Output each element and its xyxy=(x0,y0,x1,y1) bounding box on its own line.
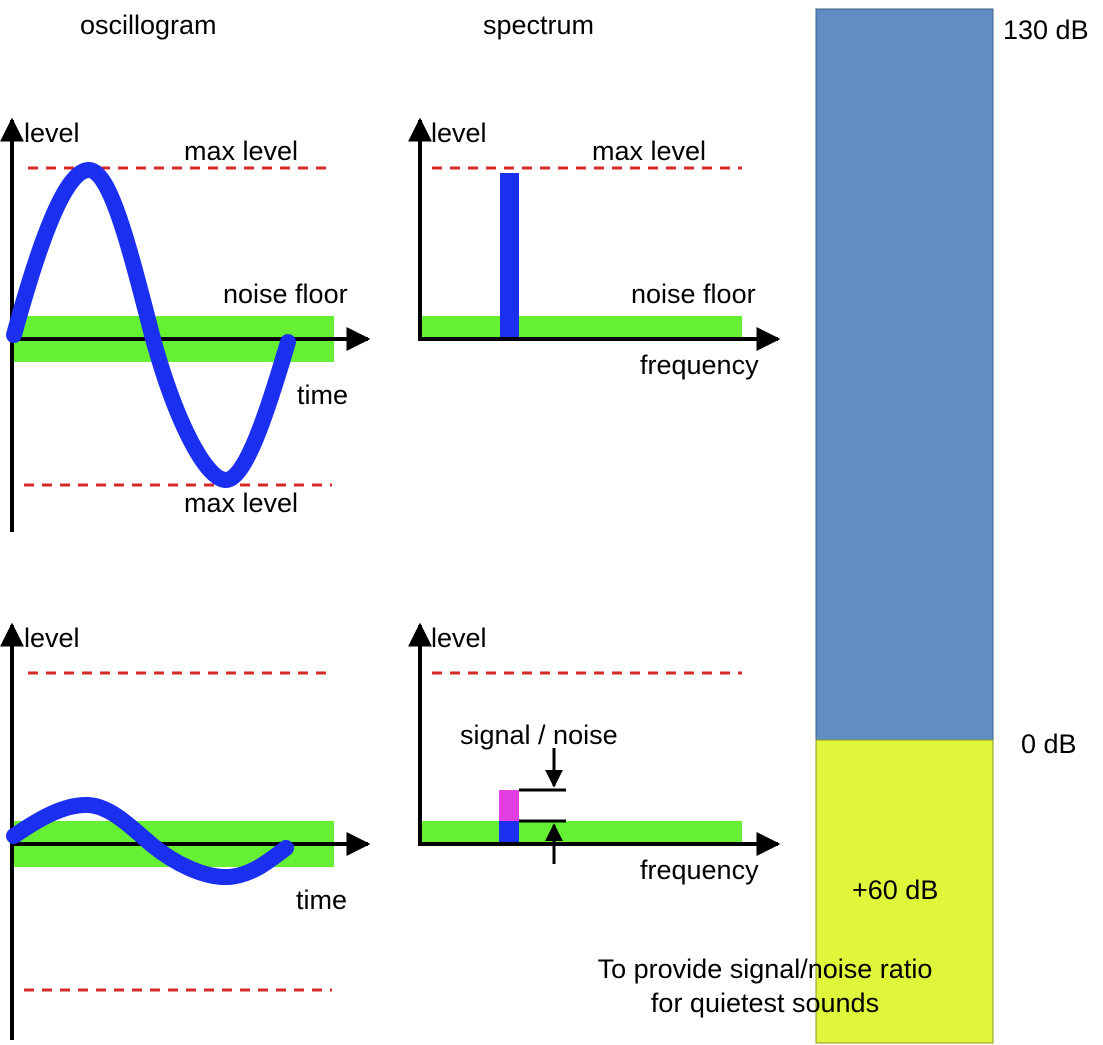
signal-noise-label: signal / noise xyxy=(460,720,618,750)
frequency-label: frequency xyxy=(640,350,759,380)
spectrum-loud-panel: level max level noise floor frequency xyxy=(408,117,781,380)
time-label: time xyxy=(297,380,348,410)
max-level-label-bottom: max level xyxy=(184,488,298,518)
spectrum-quiet-panel: level signal / noise frequency xyxy=(408,622,781,885)
zero-db-label: 0 dB xyxy=(1021,729,1077,759)
oscillogram-loud-panel: level max level noise floor time max lev… xyxy=(0,117,371,532)
level-label: level xyxy=(431,623,487,653)
max-level-label: max level xyxy=(592,136,706,166)
noise-floor-label: noise floor xyxy=(631,279,756,309)
level-label: level xyxy=(24,118,80,148)
level-label: level xyxy=(24,623,80,653)
range-upper-segment xyxy=(815,8,994,741)
frequency-label: frequency xyxy=(640,855,759,885)
max-level-label-top: max level xyxy=(184,136,298,166)
top-db-label: 130 dB xyxy=(1003,15,1089,45)
noise-floor-label: noise floor xyxy=(223,279,348,309)
quiet-waveform xyxy=(6,796,294,886)
signal-above-noise-marker xyxy=(499,790,519,821)
time-label: time xyxy=(296,885,347,915)
note-line-1: To provide signal/noise ratio xyxy=(598,954,933,984)
noise-floor-band xyxy=(422,316,742,338)
oscillogram-title: oscillogram xyxy=(80,10,217,40)
loud-waveform xyxy=(6,162,296,488)
plus-db-label: +60 dB xyxy=(852,875,938,905)
dynamic-range-bar: 130 dB 0 dB +60 dB To provide signal/noi… xyxy=(598,8,1089,1044)
level-label: level xyxy=(431,118,487,148)
note-line-2: for quietest sounds xyxy=(651,988,879,1018)
spectrum-title: spectrum xyxy=(483,10,594,40)
range-lower-segment xyxy=(815,739,994,1044)
oscillogram-quiet-panel: level time xyxy=(0,622,371,1040)
signal-spectral-line xyxy=(499,821,519,845)
signal-spectral-line xyxy=(500,173,519,339)
noise-floor-band xyxy=(422,821,742,843)
